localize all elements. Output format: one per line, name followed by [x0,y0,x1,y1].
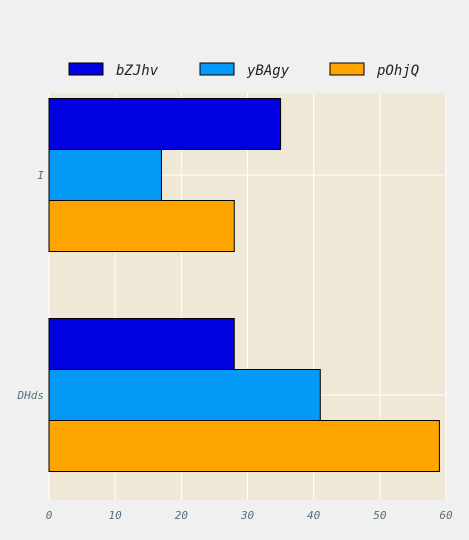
x-tick-label: 30 [240,509,255,522]
bar-bZJhv-I [48,98,282,150]
x-tick-label: 60 [439,509,453,522]
y-tick-label: DHds [17,389,45,402]
legend-label: pOhjQ [376,63,419,79]
y-axis-ticks: I DHds [17,169,45,402]
x-tick-label: 10 [109,509,123,522]
bars [48,98,440,472]
legend-swatch [329,62,365,76]
bar-bZJhv-DHds [48,318,235,370]
x-tick-label: 50 [373,509,387,522]
legend-swatch [199,62,235,76]
bar-pOhjQ-DHds [48,420,440,472]
legend[interactable]: bZJhv yBAgy pOhjQ [68,62,419,79]
legend-label: yBAgy [246,63,290,79]
legend-item-pOhjQ[interactable]: pOhjQ [329,62,419,79]
legend-swatch [68,62,104,76]
bar-pOhjQ-I [48,200,235,252]
legend-item-bZJhv[interactable]: bZJhv [68,62,159,79]
bar-yBAgy-I [48,149,162,201]
x-tick-label: 20 [175,509,189,522]
x-tick-label: 40 [307,509,321,522]
x-tick-label: 0 [46,509,53,522]
y-tick-label: I [37,169,44,182]
x-axis-ticks: 0 10 20 30 40 50 60 [46,509,453,522]
legend-label: bZJhv [116,63,159,79]
legend-item-yBAgy[interactable]: yBAgy [199,62,290,79]
bar-yBAgy-DHds [48,369,321,421]
